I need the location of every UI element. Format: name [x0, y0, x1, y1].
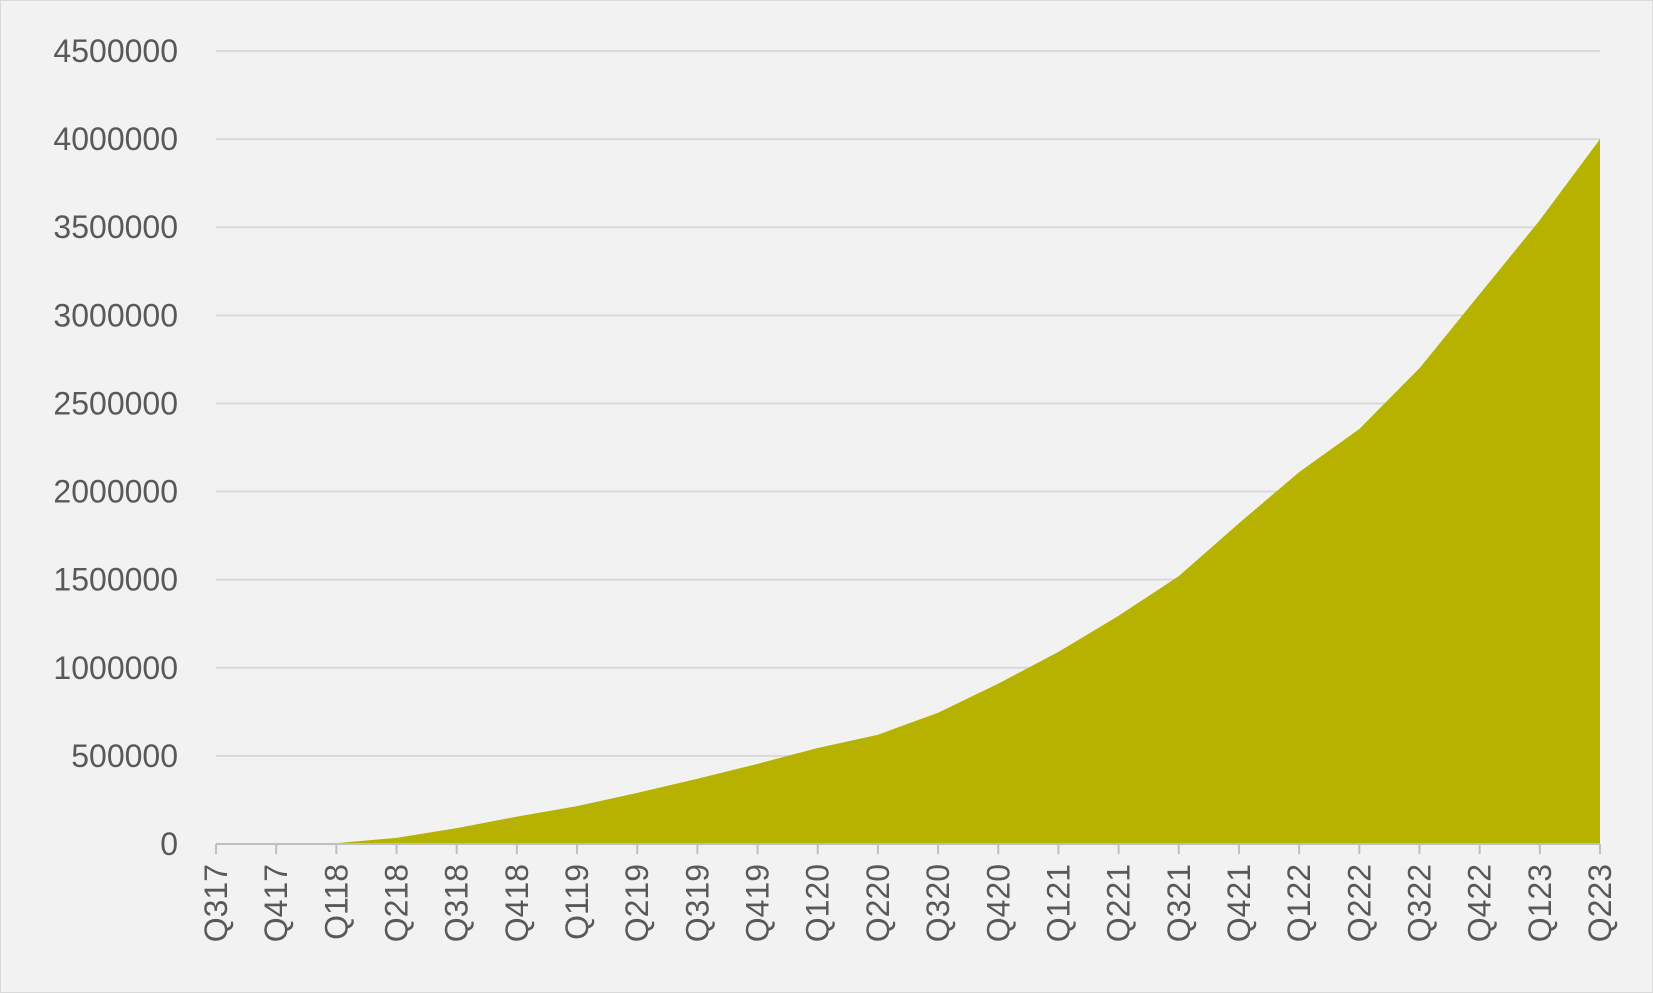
y-tick-label: 4000000: [53, 121, 178, 157]
y-tick-label: 2500000: [53, 385, 178, 421]
x-tick-label: Q220: [860, 864, 896, 942]
axes: [215, 843, 1601, 854]
x-tick-label: Q223: [1582, 864, 1618, 942]
x-tick-label: Q120: [800, 864, 836, 942]
series-area: [216, 139, 1600, 845]
x-tick-label: Q421: [1221, 864, 1257, 942]
y-tick-label: 2000000: [53, 474, 178, 510]
x-tick-label: Q222: [1341, 864, 1377, 942]
x-tick-label: Q319: [679, 864, 715, 942]
x-tick-label: Q218: [379, 864, 415, 942]
x-tick-label: Q123: [1522, 864, 1558, 942]
y-tick-label: 3000000: [53, 297, 178, 333]
x-tick-label: Q419: [740, 864, 776, 942]
x-tick-label: Q418: [499, 864, 535, 942]
x-tick-label: Q422: [1462, 864, 1498, 942]
x-tick-label: Q420: [980, 864, 1016, 942]
y-tick-label: 4500000: [53, 33, 178, 69]
y-tick-label: 1500000: [53, 562, 178, 598]
gridlines: [216, 50, 1600, 757]
x-tick-label: Q318: [439, 864, 475, 942]
x-tick-label: Q219: [619, 864, 655, 942]
y-tick-label: 1000000: [53, 650, 178, 686]
x-tick-label: Q119: [559, 864, 595, 940]
x-tick-label: Q321: [1161, 864, 1197, 942]
x-tick-label: Q118: [318, 864, 354, 940]
x-tick-label: Q417: [258, 864, 294, 942]
y-axis-tick-labels: 0 500000 1000000 1500000 2000000 2500000 30000…: [53, 33, 178, 862]
x-tick-label: Q121: [1040, 864, 1076, 942]
x-tick-label: Q322: [1401, 864, 1437, 942]
x-tick-label: Q221: [1101, 864, 1137, 942]
x-tick-label: Q122: [1281, 864, 1317, 942]
y-tick-label: 0: [160, 826, 178, 862]
y-tick-label: 3500000: [53, 209, 178, 245]
x-tick-label: Q317: [198, 864, 234, 942]
x-axis-tick-labels: Q317 Q417 Q118 Q218 Q318 Q418 Q119 Q219 Q319 Q419…: [198, 864, 1618, 942]
x-tick-label: Q320: [920, 864, 956, 942]
series-area-fill: [216, 139, 1600, 845]
y-tick-label: 500000: [71, 738, 178, 774]
